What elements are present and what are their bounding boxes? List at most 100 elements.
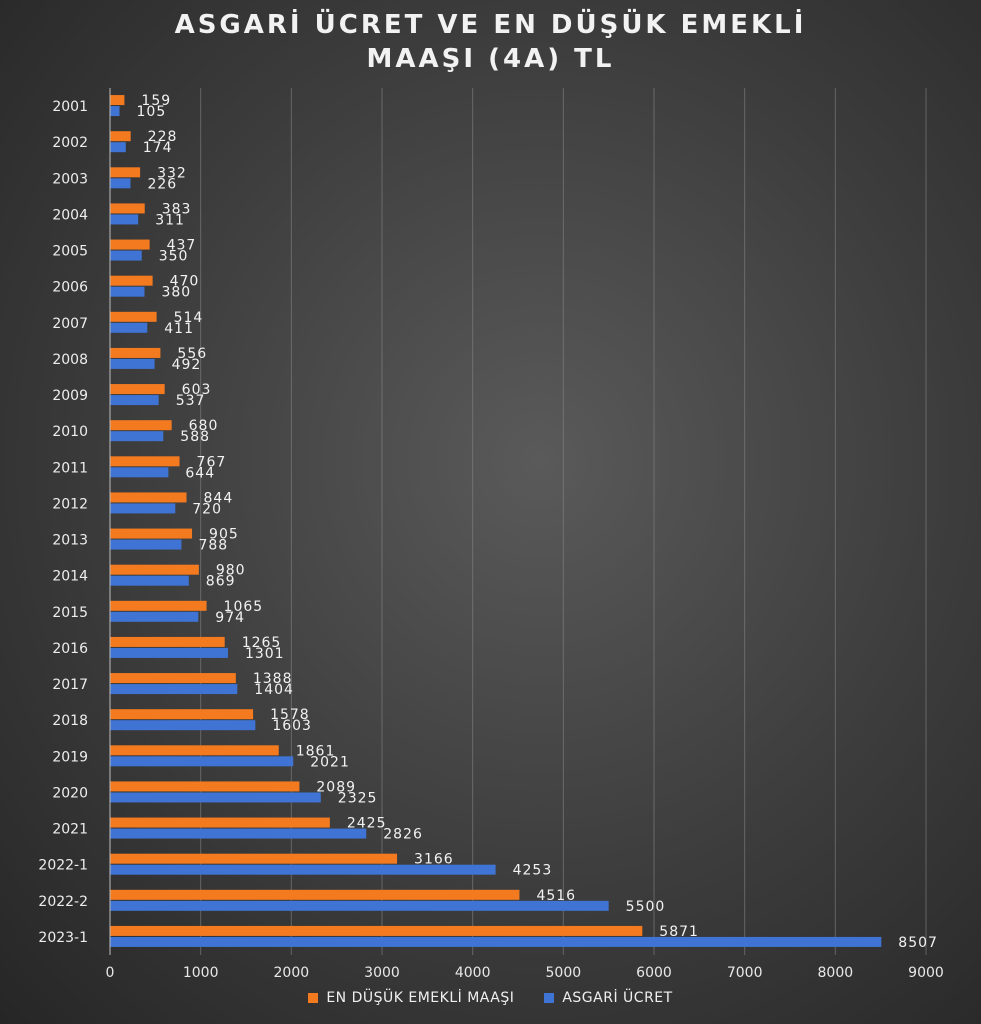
y-tick-label: 2021 bbox=[52, 822, 88, 838]
bar-min-wage bbox=[110, 936, 882, 947]
data-label-pension: 3166 bbox=[414, 852, 454, 868]
y-tick-label: 2008 bbox=[52, 352, 88, 368]
y-tick-label: 2020 bbox=[52, 785, 88, 801]
data-label-min-wage: 8507 bbox=[898, 935, 938, 951]
x-tick-label: 0 bbox=[106, 965, 115, 981]
x-tick-label: 6000 bbox=[636, 965, 672, 981]
bar-min-wage bbox=[110, 864, 496, 875]
data-label-min-wage: 1603 bbox=[272, 718, 312, 734]
data-label-min-wage: 869 bbox=[206, 574, 236, 590]
data-label-min-wage: 411 bbox=[164, 321, 194, 337]
bar-min-wage bbox=[110, 250, 142, 261]
data-label-min-wage: 350 bbox=[159, 249, 189, 265]
bar-pension bbox=[110, 600, 207, 611]
y-tick-label: 2019 bbox=[52, 749, 88, 765]
data-label-pension: 437 bbox=[167, 238, 197, 254]
y-tick-label: 2022-1 bbox=[38, 858, 88, 874]
data-label-pension: 556 bbox=[177, 346, 207, 362]
bar-pension bbox=[110, 564, 199, 575]
bar-min-wage bbox=[110, 214, 139, 225]
y-tick-label: 2015 bbox=[52, 605, 88, 621]
x-tick-label: 3000 bbox=[364, 965, 400, 981]
bar-min-wage bbox=[110, 142, 126, 153]
bar-pension bbox=[110, 781, 300, 792]
bar-pension bbox=[110, 709, 254, 720]
y-tick-label: 2022-2 bbox=[38, 894, 88, 910]
y-tick-label: 2017 bbox=[52, 677, 88, 693]
bar-min-wage bbox=[110, 467, 169, 478]
bar-min-wage bbox=[110, 358, 155, 369]
data-label-min-wage: 1404 bbox=[254, 682, 294, 698]
bar-min-wage bbox=[110, 431, 164, 442]
data-label-min-wage: 174 bbox=[143, 140, 173, 156]
data-label-min-wage: 2021 bbox=[310, 754, 350, 770]
data-label-pension: 1065 bbox=[224, 599, 264, 615]
data-label-min-wage: 5500 bbox=[626, 899, 666, 915]
data-label-pension: 1265 bbox=[242, 635, 282, 651]
bar-min-wage bbox=[110, 178, 131, 189]
y-tick-label: 2007 bbox=[52, 316, 88, 332]
bar-min-wage bbox=[110, 611, 199, 622]
legend-item-pension: EN DÜŞÜK EMEKLİ MAAŞI bbox=[308, 990, 514, 1006]
x-tick-label: 9000 bbox=[908, 965, 944, 981]
data-label-min-wage: 311 bbox=[155, 212, 185, 228]
y-tick-label: 2004 bbox=[52, 207, 88, 223]
y-tick-label: 2014 bbox=[52, 569, 88, 585]
bar-min-wage bbox=[110, 828, 367, 839]
bar-pension bbox=[110, 420, 172, 431]
bar-min-wage bbox=[110, 395, 159, 406]
bar-min-wage bbox=[110, 900, 609, 911]
data-label-pension: 767 bbox=[197, 454, 227, 470]
data-label-pension: 2089 bbox=[316, 779, 356, 795]
data-label-min-wage: 492 bbox=[172, 357, 202, 373]
data-label-pension: 844 bbox=[204, 490, 234, 506]
bar-pension bbox=[110, 347, 161, 358]
bar-pension bbox=[110, 673, 236, 684]
bar-pension bbox=[110, 817, 330, 828]
data-label-pension: 470 bbox=[170, 274, 200, 290]
data-label-min-wage: 2826 bbox=[383, 827, 423, 843]
legend-label-min-wage: ASGARİ ÜCRET bbox=[562, 990, 673, 1006]
data-label-pension: 4516 bbox=[536, 888, 576, 904]
data-label-min-wage: 537 bbox=[176, 393, 206, 409]
bar-pension bbox=[110, 853, 398, 864]
data-label-pension: 1861 bbox=[296, 743, 336, 759]
bar-pension bbox=[110, 239, 150, 250]
data-label-pension: 5871 bbox=[659, 924, 699, 940]
bar-min-wage bbox=[110, 539, 182, 550]
bar-min-wage bbox=[110, 756, 294, 767]
y-tick-label: 2013 bbox=[52, 533, 88, 549]
data-label-min-wage: 105 bbox=[137, 104, 167, 120]
y-tick-label: 2011 bbox=[52, 460, 88, 476]
x-tick-label: 8000 bbox=[818, 965, 854, 981]
y-tick-label: 2005 bbox=[52, 244, 88, 260]
bar-pension bbox=[110, 492, 187, 503]
y-tick-label: 2003 bbox=[52, 171, 88, 187]
y-tick-label: 2018 bbox=[52, 713, 88, 729]
legend: EN DÜŞÜK EMEKLİ MAAŞI ASGARİ ÜCRET bbox=[0, 990, 981, 1006]
chart-title: ASGARİ ÜCRET VE EN DÜŞÜK EMEKLİ MAAŞI (4… bbox=[0, 8, 981, 76]
legend-label-pension: EN DÜŞÜK EMEKLİ MAAŞI bbox=[326, 990, 515, 1006]
bar-pension bbox=[110, 456, 180, 467]
data-label-min-wage: 644 bbox=[185, 465, 215, 481]
x-tick-label: 7000 bbox=[727, 965, 763, 981]
data-label-min-wage: 226 bbox=[147, 176, 177, 192]
data-label-pension: 228 bbox=[148, 129, 178, 145]
bar-pension bbox=[110, 311, 157, 322]
bar-pension bbox=[110, 384, 165, 395]
bar-min-wage bbox=[110, 322, 148, 333]
bar-pension bbox=[110, 203, 145, 214]
bar-pension bbox=[110, 889, 520, 900]
y-tick-label: 2002 bbox=[52, 135, 88, 151]
data-label-pension: 680 bbox=[189, 418, 219, 434]
y-tick-label: 2012 bbox=[52, 496, 88, 512]
data-label-min-wage: 788 bbox=[198, 538, 228, 554]
bar-pension bbox=[110, 528, 193, 539]
data-label-min-wage: 974 bbox=[215, 610, 245, 626]
data-label-min-wage: 720 bbox=[192, 501, 222, 517]
bar-pension bbox=[110, 636, 225, 647]
data-label-pension: 514 bbox=[174, 310, 204, 326]
data-label-min-wage: 4253 bbox=[513, 863, 553, 879]
y-tick-label: 2001 bbox=[52, 99, 88, 115]
